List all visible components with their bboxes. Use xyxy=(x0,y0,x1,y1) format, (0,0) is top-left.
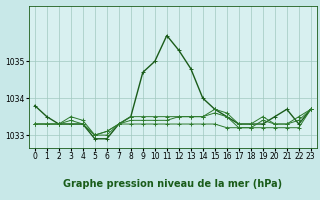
Text: Graphe pression niveau de la mer (hPa): Graphe pression niveau de la mer (hPa) xyxy=(63,179,282,189)
